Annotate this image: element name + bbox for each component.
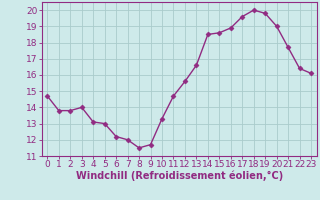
X-axis label: Windchill (Refroidissement éolien,°C): Windchill (Refroidissement éolien,°C) — [76, 171, 283, 181]
